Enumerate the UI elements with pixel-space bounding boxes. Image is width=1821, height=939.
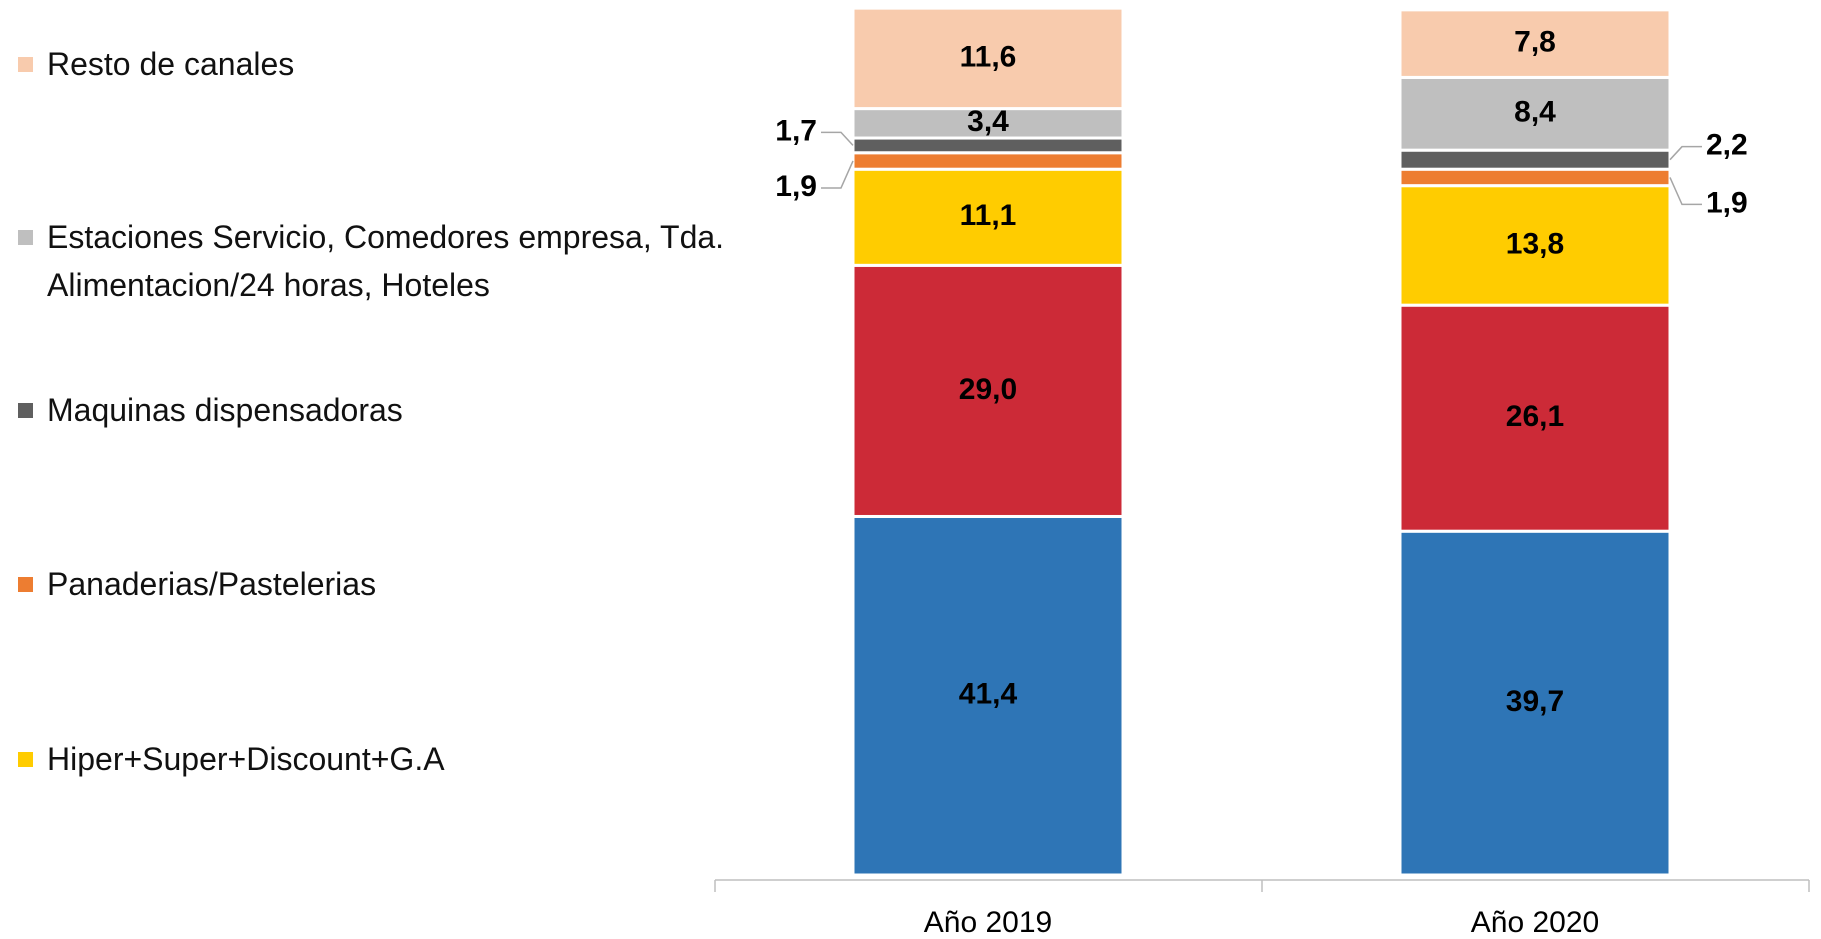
bar-segment xyxy=(851,151,1125,171)
leader-line xyxy=(1669,145,1702,161)
bar-segment xyxy=(1398,148,1672,171)
data-label: 41,4 xyxy=(959,678,1018,711)
bar-segment xyxy=(851,514,1125,877)
legend-label: Estaciones Servicio, Comedores empresa, … xyxy=(47,219,725,303)
data-label: 1,9 xyxy=(1706,186,1748,219)
data-label: 11,6 xyxy=(960,40,1017,73)
legend-item: Hiper+Super+Discount+G.A xyxy=(18,735,738,783)
bar-segment xyxy=(1398,8,1672,79)
data-label: 8,4 xyxy=(1514,96,1556,129)
bar-segment xyxy=(851,263,1125,518)
data-label: 26,1 xyxy=(1506,400,1564,433)
bar-segment xyxy=(851,107,1125,140)
bar-segment xyxy=(1398,167,1672,188)
x-tick-label: Año 2020 xyxy=(1471,906,1599,939)
bar-segment xyxy=(851,136,1125,155)
data-label: 2,2 xyxy=(1706,129,1748,162)
legend-label: Hiper+Super+Discount+G.A xyxy=(47,741,445,777)
legend-swatch xyxy=(18,752,33,767)
data-label: 39,7 xyxy=(1506,685,1564,718)
bar-segment xyxy=(1398,303,1672,533)
leader-line xyxy=(1669,177,1702,206)
bar-segment xyxy=(1398,529,1672,877)
legend-swatch xyxy=(18,577,33,592)
data-label: 29,0 xyxy=(959,373,1017,406)
data-label: 11,1 xyxy=(960,199,1017,232)
legend-item: Resto de canales xyxy=(18,40,738,88)
data-label: 1,9 xyxy=(775,170,817,203)
leader-line xyxy=(821,131,854,146)
data-label: 3,4 xyxy=(967,105,1009,138)
legend-item: Panaderias/Pastelerias xyxy=(18,560,738,608)
data-label: 13,8 xyxy=(1506,227,1564,260)
data-label: 1,7 xyxy=(775,114,817,147)
legend-swatch xyxy=(18,403,33,418)
bar-segment xyxy=(851,6,1125,111)
legend-label: Resto de canales xyxy=(47,46,295,82)
legend-item: Maquinas dispensadoras xyxy=(18,386,738,434)
legend-swatch xyxy=(18,57,33,72)
bar-segment xyxy=(1398,184,1672,307)
leader-line xyxy=(821,160,854,189)
legend-swatch xyxy=(18,230,33,245)
legend-label: Maquinas dispensadoras xyxy=(47,392,403,428)
x-tick-label: Año 2019 xyxy=(924,906,1052,939)
data-label: 7,8 xyxy=(1514,26,1556,59)
bar-segment xyxy=(1398,75,1672,152)
legend-label: Panaderias/Pastelerias xyxy=(47,566,377,602)
legend-item: Estaciones Servicio, Comedores empresa, … xyxy=(18,213,738,309)
